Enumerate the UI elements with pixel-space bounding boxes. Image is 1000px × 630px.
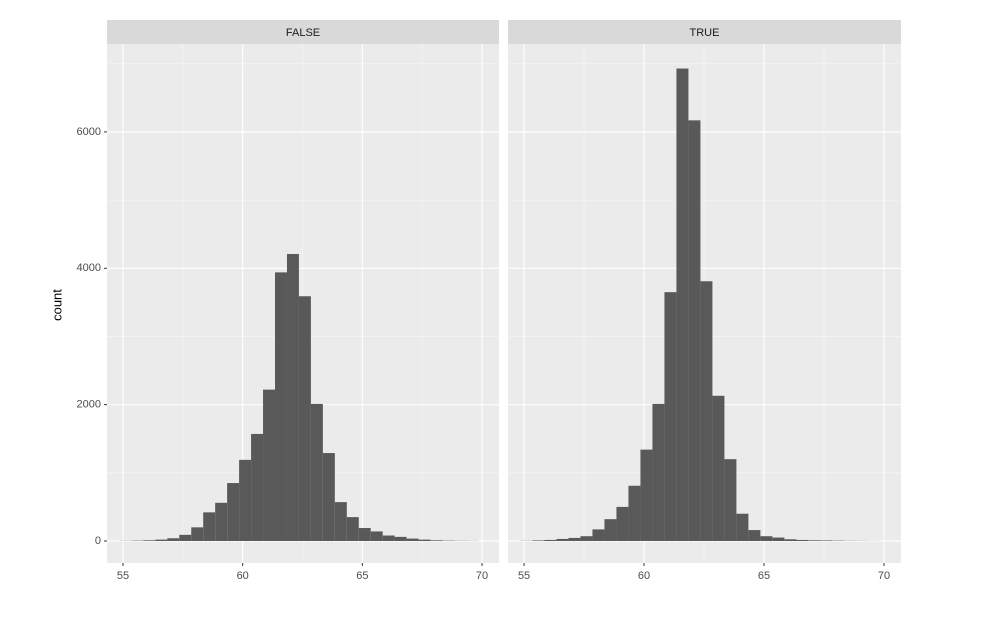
bar bbox=[796, 539, 809, 541]
bar bbox=[820, 540, 833, 541]
bar bbox=[251, 433, 264, 541]
bar bbox=[556, 538, 569, 541]
bar bbox=[748, 530, 761, 541]
bar bbox=[532, 540, 545, 541]
bar bbox=[688, 120, 701, 541]
bar bbox=[418, 539, 431, 541]
x-tick-label: 60 bbox=[237, 570, 249, 582]
bar bbox=[167, 538, 180, 541]
bar bbox=[358, 528, 371, 541]
bar bbox=[700, 281, 713, 541]
bar bbox=[724, 459, 737, 541]
bar bbox=[155, 539, 168, 541]
y-tick-label: 6000 bbox=[77, 126, 101, 138]
bar bbox=[322, 453, 335, 541]
bar bbox=[784, 539, 797, 541]
bar bbox=[676, 68, 689, 541]
bar bbox=[191, 527, 204, 541]
bar bbox=[664, 292, 677, 541]
bar bbox=[227, 483, 240, 541]
strip-label: TRUE bbox=[690, 27, 720, 39]
y-tick-label: 4000 bbox=[77, 262, 101, 274]
bar bbox=[544, 539, 557, 541]
bar bbox=[203, 512, 216, 541]
y-tick-label: 2000 bbox=[77, 399, 101, 411]
bar bbox=[568, 537, 581, 541]
bar bbox=[760, 536, 773, 541]
x-tick-label: 55 bbox=[518, 570, 530, 582]
bar bbox=[215, 502, 228, 541]
bar bbox=[298, 296, 311, 541]
bar bbox=[263, 389, 275, 541]
x-tick-label: 70 bbox=[476, 570, 488, 582]
bar bbox=[275, 272, 287, 541]
bar bbox=[592, 529, 605, 541]
bar bbox=[346, 517, 359, 541]
strip-background bbox=[107, 20, 499, 44]
bar bbox=[628, 485, 641, 541]
bar bbox=[736, 513, 749, 541]
bar bbox=[430, 540, 443, 541]
bar bbox=[382, 535, 395, 541]
bar bbox=[808, 540, 821, 541]
bar bbox=[772, 537, 785, 541]
bar bbox=[286, 253, 299, 541]
x-tick-label: 55 bbox=[117, 570, 129, 582]
bar bbox=[179, 534, 192, 541]
bar bbox=[580, 536, 593, 541]
x-tick-label: 65 bbox=[758, 570, 770, 582]
x-tick-label: 60 bbox=[638, 570, 650, 582]
bar bbox=[334, 502, 347, 541]
strip-label: FALSE bbox=[286, 27, 320, 39]
bar bbox=[310, 403, 323, 541]
bar bbox=[370, 531, 383, 541]
bar bbox=[616, 506, 629, 541]
strip-background bbox=[508, 20, 901, 44]
y-tick-label: 0 bbox=[95, 535, 101, 547]
bar bbox=[239, 459, 252, 541]
bar bbox=[604, 519, 617, 541]
bar bbox=[406, 538, 419, 541]
bar bbox=[143, 540, 156, 541]
y-axis-label: count bbox=[49, 289, 64, 321]
x-tick-label: 65 bbox=[356, 570, 368, 582]
bar bbox=[712, 395, 725, 541]
x-tick-label: 70 bbox=[878, 570, 890, 582]
bar bbox=[652, 403, 665, 541]
bar bbox=[394, 536, 407, 541]
bar bbox=[640, 449, 653, 541]
